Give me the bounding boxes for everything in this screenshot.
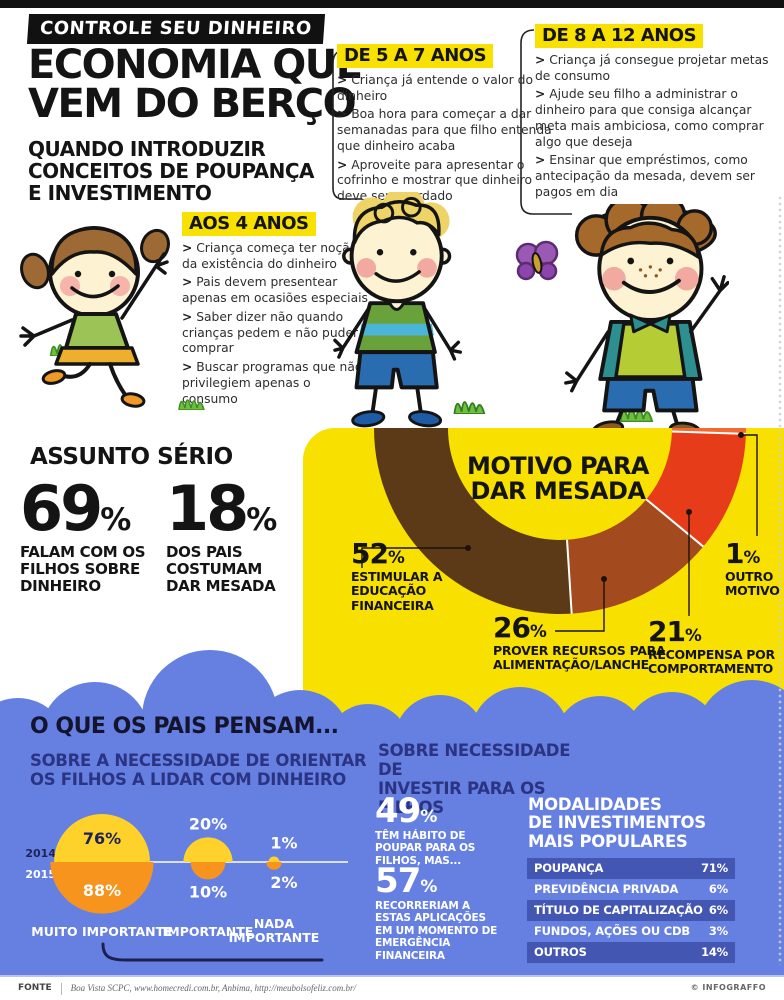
stat-18-caption: DOS PAIS COSTUMAM DAR MESADA	[166, 543, 276, 595]
kicker-tag: CONTROLE SEU DINHEIRO	[26, 14, 325, 44]
stat-57: 57% RECORRERIAM A ESTAS APLICAÇÕES EM UM M…	[375, 861, 498, 962]
grass-icon	[453, 401, 486, 414]
bubble-value: 2%	[270, 873, 297, 892]
investment-row: TÍTULO DE CAPITALIZAÇÃO 6%	[527, 900, 735, 921]
orientar-subheading: SOBRE A NECESSIDADE DE ORIENTAR OS FILHOS…	[30, 751, 367, 789]
bubble-value: 88%	[83, 881, 121, 900]
mesada-panel: MOTIVO PARA DAR MESADA 52% ESTIMULAR A ED…	[303, 428, 784, 718]
modalidades-heading: MODALIDADES DE INVESTIMENTOS MAIS POPULARE…	[528, 795, 706, 851]
bubble-category: MUITO IMPORTANTE	[31, 924, 172, 939]
grass-icon	[619, 408, 654, 422]
section-age-8-12: DE 8 A 12 ANOS > Criança já consegue pro…	[535, 24, 775, 204]
bullet-item: > Boa hora para começar a dar semanadas …	[337, 107, 552, 153]
page-subtitle: QUANDO INTRODUZIR CONCEITOS DE POUPANÇA E …	[28, 137, 315, 205]
top-bar	[0, 0, 784, 8]
investment-row: POUPANÇA 71%	[527, 858, 735, 879]
section-age-4: AOS 4 ANOS > Criança começa ter noção da…	[182, 212, 370, 410]
stat-69-caption: FALAM COM OS FILHOS SOBRE DINHEIRO	[20, 543, 146, 595]
boy-middle-illustration	[333, 192, 463, 428]
year-label: 2014	[25, 847, 56, 860]
investment-row: OUTROS 14%	[527, 942, 735, 963]
assunto-heading: ASSUNTO SÉRIO	[30, 444, 233, 470]
donut-label-52: 52% ESTIMULAR A EDUCAÇÃO FINANCEIRA	[351, 537, 443, 613]
donut-slice	[567, 499, 704, 614]
stat-18: 18% DOS PAIS COSTUMAM DAR MESADA	[166, 472, 304, 595]
parents-heading: O QUE OS PAIS PENSAM...	[30, 714, 339, 739]
bubble-category: IMPORTANTE	[229, 930, 320, 945]
source-label: FONTE	[18, 983, 52, 993]
footer-divider	[60, 983, 62, 995]
investir-subheading: SOBRE NECESSIDADE DE INVESTIR PARA OS FIL…	[378, 741, 571, 817]
age-label-8-12: DE 8 A 12 ANOS	[535, 24, 704, 48]
slice-separator	[645, 498, 704, 548]
boy-right-illustration	[564, 204, 729, 436]
modalidades-table: POUPANÇA 71% PREVIDÊNCIA PRIVADA 6% TÍTULO D…	[527, 858, 735, 963]
bubble-bottom	[266, 862, 282, 870]
orientar-bubble-chart: 2014 2015 76% 88% MUITO IMPORTANTE 20% 10% IMPO…	[25, 814, 348, 962]
age-label-5-7: DE 5 A 7 ANOS	[337, 44, 494, 68]
donut-slice	[646, 431, 746, 547]
donut-title: MOTIVO PARA DAR MESADA	[466, 452, 650, 506]
section-age-5-7: DE 5 A 7 ANOS > Criança já entende o val…	[337, 44, 557, 208]
stat-69-value: 69%	[20, 472, 131, 545]
bullet-item: > Saber dizer não quando crianças pedem …	[182, 309, 359, 356]
bubble-top	[183, 837, 233, 862]
bullet-item: > Ajude seu filho a administrar o dinhei…	[535, 87, 764, 149]
investment-row: FUNDOS, AÇÕES OU CDB 3%	[534, 924, 728, 938]
bullet-item: > Criança começa ter noção da existência…	[182, 241, 358, 271]
bullet-item: > Criança já entende o valor do dinheiro	[337, 73, 533, 103]
age-label-4: AOS 4 ANOS	[182, 212, 316, 236]
age-bullets-5-7: > Criança já entende o valor do dinheiro…	[337, 73, 557, 205]
bubble-top	[268, 856, 280, 862]
leader-lines	[361, 432, 758, 632]
bubble-category: NADA	[254, 916, 295, 931]
bubble-value: 1%	[270, 834, 297, 853]
bubble-bottom	[190, 862, 226, 880]
bullet-item: > Pais devem presentear apenas em ocasiõ…	[182, 275, 368, 306]
source-list: Boa Vista SCPC, www.homecredi.com.br, An…	[70, 983, 357, 993]
slice-separator	[671, 430, 746, 435]
bubble-bottom	[50, 862, 154, 914]
stat-49: 49% TÊM HÁBITO DE POUPAR PARA OS FILHOS, M…	[375, 791, 476, 867]
bullet-item: > Ensinar que empréstimos, como antecipa…	[535, 153, 755, 199]
bracket-8-12	[520, 29, 572, 215]
donut-slice	[374, 428, 572, 614]
bubble-value: 10%	[189, 882, 227, 901]
year-label: 2015	[25, 868, 56, 881]
age-bullets-4: > Criança começa ter noção da existência…	[182, 241, 370, 407]
perforation-edge	[777, 195, 783, 965]
mesada-donut-chart	[361, 428, 758, 632]
bullet-item: > Criança já consegue projetar metas de …	[535, 53, 769, 83]
butterfly-icon	[515, 240, 559, 281]
bubble-value: 20%	[189, 814, 227, 833]
bubble-top	[54, 814, 150, 862]
donut-label-26: 26% PROVER RECURSOS PARA ALIMENTAÇÃO/LANC…	[493, 611, 666, 673]
credit-logo: © INFOGRAFFO	[690, 983, 766, 992]
slice-separator	[566, 539, 573, 614]
age-bullets-8-12: > Criança já consegue projetar metas de …	[535, 53, 775, 201]
bracket-line	[101, 942, 324, 962]
investment-row: PREVIDÊNCIA PRIVADA 6%	[534, 882, 728, 896]
stat-69: 69% FALAM COM OS FILHOS SOBRE DINHEIRO	[20, 472, 162, 595]
stat-18-value: 18%	[166, 472, 277, 545]
donut-label-21: 21% RECOMPENSA POR COMPORTAMENTO	[648, 615, 775, 677]
footer: FONTE Boa Vista SCPC, www.homecredi.com.…	[0, 977, 784, 1000]
bubble-category: IMPORTANTE	[163, 924, 254, 939]
bubble-value: 76%	[83, 829, 121, 848]
grass-icon	[178, 399, 205, 410]
girl-illustration	[19, 226, 170, 408]
page-title: ECONOMIA QUE VEM DO BERÇO	[28, 42, 363, 128]
donut-label-1: 1% OUTRO MOTIVO	[725, 537, 780, 599]
